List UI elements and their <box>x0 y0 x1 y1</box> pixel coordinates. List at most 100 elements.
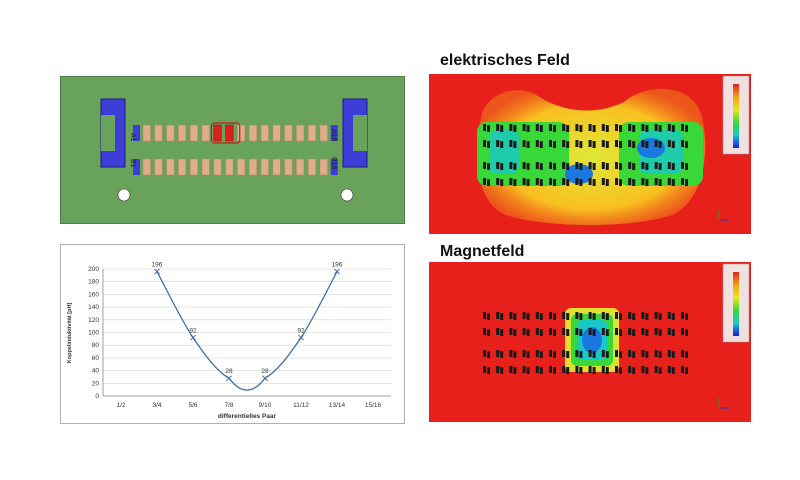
pad <box>307 124 316 142</box>
pin <box>628 140 632 147</box>
pin <box>513 125 517 132</box>
pin <box>619 313 622 320</box>
pin <box>496 140 500 147</box>
pin <box>641 350 645 357</box>
pin <box>592 329 596 336</box>
pin <box>628 328 632 335</box>
pin <box>500 351 504 358</box>
pad <box>154 124 163 142</box>
pin <box>526 329 530 336</box>
x-axis-title: differentielles Paar <box>218 413 277 420</box>
pin <box>487 329 490 336</box>
pin <box>566 179 570 186</box>
pin <box>685 313 688 320</box>
pad <box>154 158 163 176</box>
pin <box>522 328 526 335</box>
pad <box>201 124 210 142</box>
pin <box>526 141 530 148</box>
pin <box>632 367 636 374</box>
pad <box>213 158 222 176</box>
pcb-svg: A1 A16 B1 B16 <box>100 98 368 202</box>
pin <box>641 178 645 185</box>
x-tick-label: 13/14 <box>329 402 346 409</box>
pin <box>667 312 671 319</box>
pin <box>681 162 684 169</box>
pin <box>513 351 517 358</box>
pad <box>307 158 316 176</box>
pin <box>628 162 632 169</box>
pin <box>509 178 513 185</box>
data-labels: 196 92 28 28 92 196 <box>152 262 343 376</box>
pin <box>509 366 513 373</box>
pin <box>667 140 671 147</box>
pin <box>592 367 596 374</box>
pin <box>632 329 636 336</box>
pin <box>579 367 583 374</box>
data-point-marker <box>298 334 304 341</box>
y-tick-label: 60 <box>92 355 100 362</box>
series-curve <box>156 271 338 391</box>
pin <box>522 350 526 357</box>
pin <box>605 313 609 320</box>
pin <box>658 179 662 186</box>
efield-colorbar <box>733 84 739 148</box>
mfield-title: Magnetfeld <box>440 243 525 260</box>
pin <box>513 329 517 336</box>
data-label: 92 <box>297 328 305 335</box>
pin <box>579 313 583 320</box>
pin <box>615 140 618 147</box>
pad <box>237 158 246 176</box>
pin <box>535 162 539 169</box>
pad <box>142 124 151 142</box>
x-tick-label: 11/12 <box>293 402 309 409</box>
pin <box>579 351 583 358</box>
x-tick-label: 15/16 <box>365 402 382 409</box>
pin <box>500 125 504 132</box>
pin <box>615 328 618 335</box>
pin <box>566 125 570 132</box>
pin <box>483 366 486 373</box>
pin <box>632 351 636 358</box>
pin <box>588 350 592 357</box>
pin <box>671 125 675 132</box>
pin <box>645 313 649 320</box>
pin <box>513 179 517 186</box>
pin <box>645 179 649 186</box>
pin <box>654 312 658 319</box>
pin <box>496 124 500 131</box>
pin <box>526 163 530 170</box>
pin <box>667 350 671 357</box>
pin <box>535 312 539 319</box>
pin <box>641 312 645 319</box>
efield-svg <box>477 75 750 226</box>
efield-plot <box>429 74 751 234</box>
mfield-hot-blue <box>582 327 602 353</box>
pin <box>549 178 552 185</box>
pin <box>549 328 552 335</box>
pin <box>487 313 490 320</box>
end-block-left-notch <box>101 115 115 151</box>
pad-end-left <box>133 125 140 141</box>
pin <box>579 141 583 148</box>
pin <box>535 140 539 147</box>
pad-row-b <box>133 158 338 176</box>
pin <box>645 351 649 358</box>
y-tick-label: 80 <box>92 342 100 349</box>
pin <box>483 140 486 147</box>
pin <box>575 312 579 319</box>
y-tick-label: 20 <box>92 380 100 387</box>
pin <box>509 162 513 169</box>
pin <box>579 125 583 132</box>
pin <box>522 178 526 185</box>
pin <box>553 329 556 336</box>
pin <box>509 350 513 357</box>
pin <box>526 351 530 358</box>
pin <box>592 351 596 358</box>
pin <box>588 124 592 131</box>
pin <box>483 350 486 357</box>
pin <box>575 366 579 373</box>
pin <box>553 179 556 186</box>
pin <box>645 329 649 336</box>
pin <box>526 125 530 132</box>
pin <box>588 366 592 373</box>
